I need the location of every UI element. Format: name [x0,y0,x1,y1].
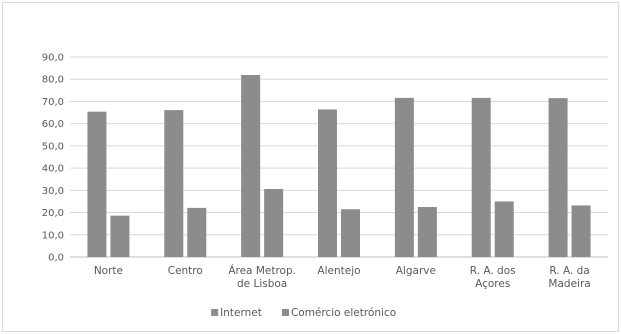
x-category-label: Área Metrop. de Lisboa [228,264,296,290]
x-category-label: Algarve [396,265,436,277]
bar-comercio-eletronico [417,207,437,257]
legend-label: Comércio eletrónico [291,307,396,319]
y-tick-label: 60,0 [42,119,64,130]
bar-comercio-eletronico [341,209,360,257]
x-category-label: R. A. da Madeira [548,265,590,290]
bars [87,75,591,258]
bar-comercio-eletronico [494,201,514,257]
y-tick-label: 70,0 [42,97,64,108]
x-category-label: R. A. dos Açores [470,265,516,290]
bar-internet [318,109,337,257]
bar-internet [164,110,184,257]
bar-comercio-eletronico [110,215,130,257]
y-axis-ticks: 0,0 10,0 20,0 30,0 40,0 50,0 60,0 70,0 80,0 90,0 [42,53,64,264]
x-category-label: Alentejo [317,265,360,277]
x-category-label: Centro [168,265,203,277]
bar-comercio-eletronico [571,205,591,257]
bar-comercio-eletronico [187,207,207,257]
legend-label: Internet [220,307,262,319]
y-tick-label: 50,0 [42,141,64,152]
bar-internet [241,75,261,257]
y-tick-label: 30,0 [42,186,64,197]
y-tick-label: 20,0 [42,208,64,219]
bar-internet [87,111,107,258]
legend: Internet Comércio eletrónico [211,307,396,319]
x-axis-labels: Norte Centro Área Metrop. de Lisboa Alentejo… [94,264,591,290]
y-tick-label: 0,0 [48,253,64,264]
gridlines [70,56,608,258]
y-tick-label: 10,0 [42,230,64,241]
bar-internet [471,97,491,257]
legend-swatch [281,309,289,316]
bar-comercio-eletronico [264,189,284,257]
bar-internet [548,98,568,257]
y-tick-label: 40,0 [42,164,64,175]
x-category-label: Norte [94,265,123,277]
y-tick-label: 80,0 [42,75,64,86]
y-tick-label: 90,0 [42,53,64,64]
bar-internet [394,97,414,257]
legend-swatch [211,309,219,316]
